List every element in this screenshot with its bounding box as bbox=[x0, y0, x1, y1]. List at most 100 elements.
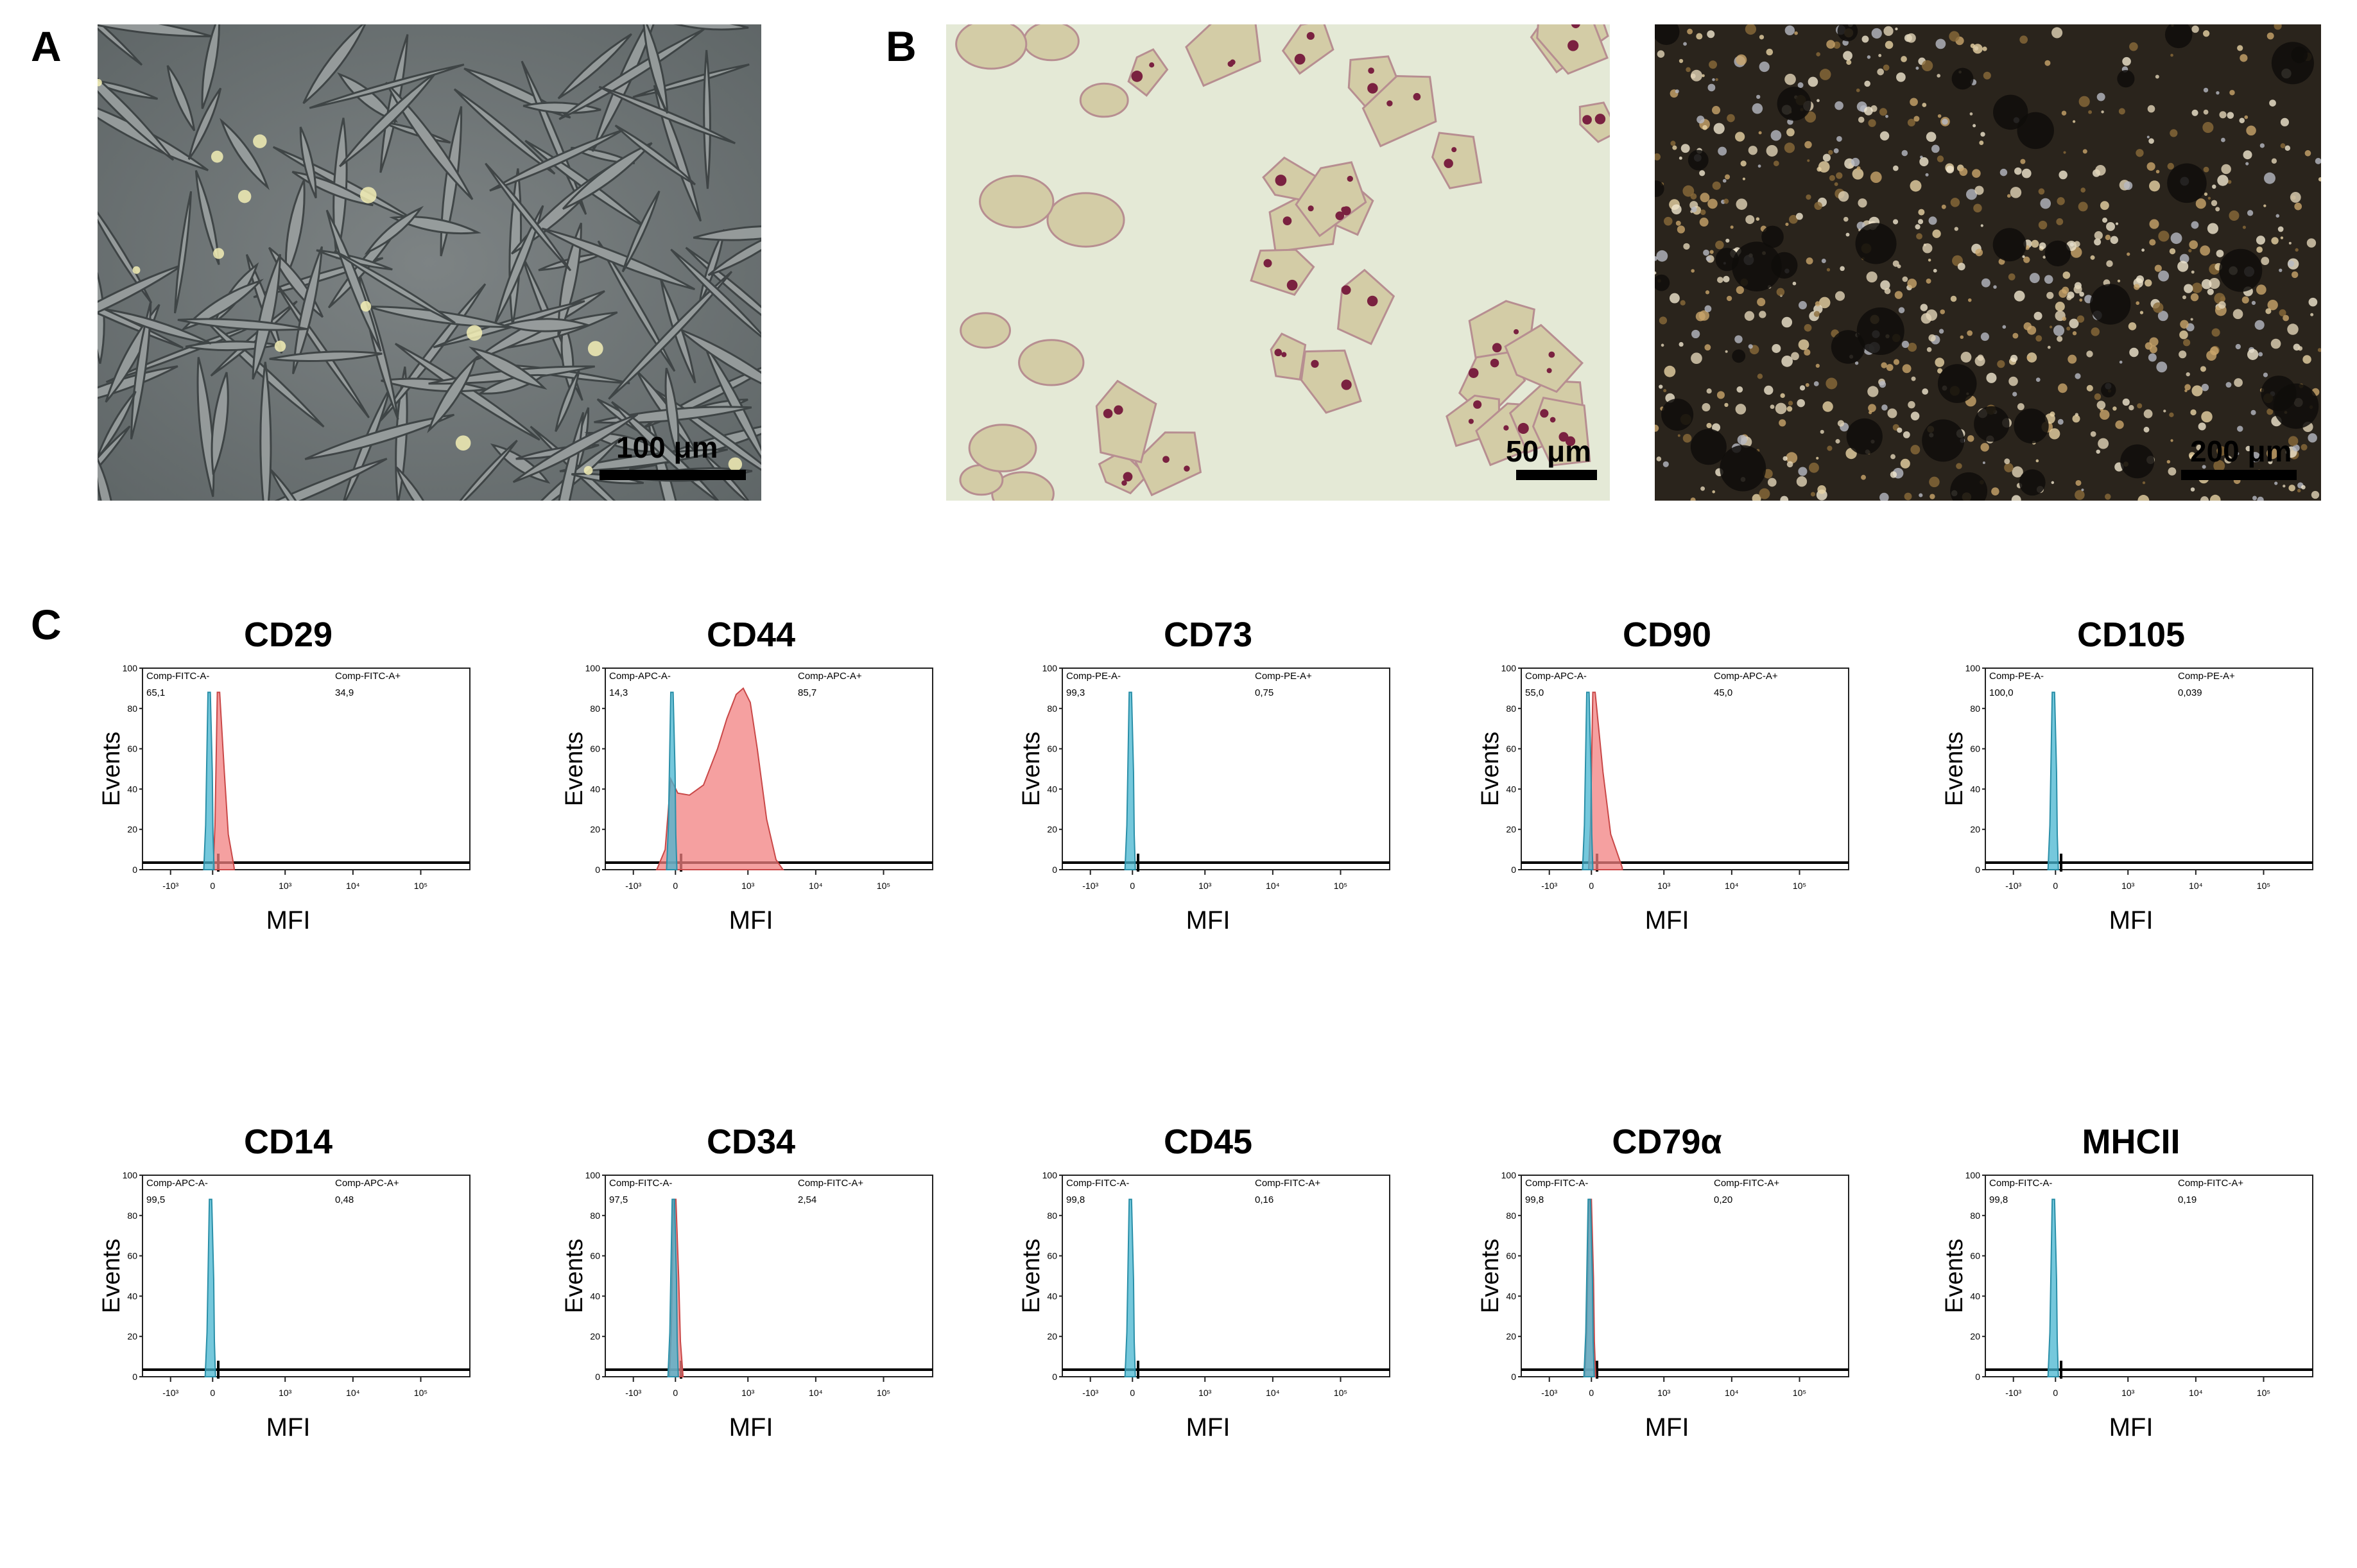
mineral-deposit bbox=[2057, 197, 2065, 205]
dark-nodule bbox=[1655, 274, 1670, 291]
cell-shape bbox=[653, 85, 702, 222]
x-axis-label: MFI bbox=[1186, 906, 1230, 935]
refractile-cell bbox=[455, 435, 471, 451]
mineral-deposit bbox=[2086, 350, 2093, 358]
mineral-deposit bbox=[1808, 462, 1819, 473]
x-tick-label: 10³ bbox=[741, 881, 755, 891]
mineral-deposit bbox=[2191, 385, 2203, 397]
histogram-series-0 bbox=[212, 691, 235, 870]
lipid-droplet bbox=[1263, 259, 1272, 268]
adipocyte-shape bbox=[1270, 332, 1307, 381]
mineral-deposit bbox=[1690, 497, 1696, 501]
gate-neg-value: 99,8 bbox=[1989, 1194, 2008, 1205]
mineral-deposit bbox=[2294, 202, 2302, 211]
mineral-deposit bbox=[2232, 309, 2243, 320]
mineral-deposit bbox=[2148, 138, 2154, 144]
y-axis-label: Events bbox=[1018, 1239, 1045, 1313]
mineral-deposit bbox=[1788, 401, 1793, 406]
lipid-droplet bbox=[1367, 295, 1378, 307]
mineral-deposit bbox=[1759, 311, 1766, 318]
mineral-deposit bbox=[2057, 383, 2068, 393]
chart-title: CD29 bbox=[244, 616, 332, 654]
cell-shape bbox=[98, 454, 116, 501]
mineral-deposit bbox=[2211, 184, 2216, 189]
mineral-deposit bbox=[1956, 463, 1962, 469]
mineral-deposit bbox=[2143, 426, 2150, 433]
mineral-deposit bbox=[1804, 323, 1812, 332]
mineral-deposit bbox=[1893, 359, 1900, 365]
mineral-deposit bbox=[1817, 99, 1820, 103]
mineral-deposit bbox=[2081, 488, 2084, 492]
x-tick-label: 10⁴ bbox=[1266, 881, 1280, 891]
mineral-deposit bbox=[2308, 433, 2317, 443]
mineral-deposit bbox=[2050, 411, 2055, 417]
cell-shape bbox=[512, 413, 639, 483]
micrograph-phase-contrast bbox=[98, 24, 761, 501]
mineral-deposit bbox=[2049, 325, 2053, 329]
mineral-deposit bbox=[1902, 276, 1908, 282]
mineral-deposit bbox=[2221, 164, 2231, 175]
mineral-deposit bbox=[2245, 162, 2249, 166]
lipid-droplet bbox=[1347, 175, 1353, 182]
mineral-deposit bbox=[2148, 353, 2157, 362]
mineral-deposit bbox=[2304, 150, 2311, 157]
mineral-deposit bbox=[2169, 248, 2176, 255]
cell-shape bbox=[269, 350, 383, 363]
mineral-deposit bbox=[1910, 445, 1921, 455]
mineral-deposit bbox=[2012, 332, 2019, 339]
lipid-droplet bbox=[1103, 408, 1113, 418]
mineral-deposit bbox=[1967, 330, 1973, 336]
x-tick-label: 10⁵ bbox=[1334, 881, 1347, 891]
dark-nodule bbox=[2271, 42, 2314, 85]
refractile-cell bbox=[360, 187, 377, 203]
mineral-deposit bbox=[1677, 225, 1686, 234]
mineral-deposit bbox=[2167, 162, 2175, 170]
y-tick-label: 60 bbox=[127, 1251, 137, 1261]
lipid-droplet bbox=[1311, 359, 1319, 368]
cell-shape bbox=[98, 96, 209, 171]
dark-nodule bbox=[2291, 46, 2308, 64]
mineral-deposit bbox=[1892, 260, 1899, 267]
mineral-deposit bbox=[1786, 128, 1795, 137]
mineral-deposit bbox=[1887, 408, 1897, 418]
cell-shape bbox=[304, 413, 455, 460]
mineral-deposit bbox=[2246, 125, 2256, 136]
x-tick-label: 10⁵ bbox=[877, 881, 890, 891]
chart-title: CD90 bbox=[1623, 616, 1711, 654]
x-tick-label: -10³ bbox=[162, 1388, 178, 1398]
mineral-deposit bbox=[1907, 279, 1917, 289]
x-tick-label: 10³ bbox=[2121, 881, 2135, 891]
mineral-deposit bbox=[2002, 325, 2007, 329]
histogram-series-0 bbox=[1587, 691, 1623, 870]
mineral-deposit bbox=[1864, 80, 1870, 87]
mineral-deposit bbox=[2090, 255, 2095, 260]
mineral-deposit bbox=[1792, 281, 1797, 286]
mineral-deposit bbox=[2096, 92, 2105, 101]
mineral-deposit bbox=[1908, 401, 1915, 409]
mineral-deposit bbox=[2053, 325, 2065, 336]
y-tick-label: 100 bbox=[1042, 1170, 1058, 1180]
plot-frame bbox=[605, 1175, 933, 1377]
mineral-deposit bbox=[1705, 256, 1711, 261]
mineral-deposit bbox=[2115, 420, 2124, 429]
mineral-deposit bbox=[1675, 89, 1679, 94]
mineral-deposit bbox=[2250, 452, 2261, 463]
mineral-deposit bbox=[2234, 378, 2243, 387]
mineral-deposit bbox=[1695, 311, 1705, 322]
mineral-deposit bbox=[1915, 66, 1919, 70]
mineral-deposit bbox=[1799, 385, 1806, 391]
mineral-deposit bbox=[2225, 382, 2232, 388]
mineral-deposit bbox=[1712, 78, 1715, 82]
mineral-deposit bbox=[2257, 496, 2264, 501]
mineral-deposit bbox=[1689, 201, 1698, 210]
mineral-deposit bbox=[1883, 26, 1894, 36]
mineral-deposit bbox=[1786, 406, 1793, 412]
mineral-deposit bbox=[2280, 117, 2290, 126]
lipid-droplet bbox=[1492, 343, 1502, 353]
scale-bar-b1 bbox=[1516, 470, 1597, 480]
mineral-deposit bbox=[1918, 209, 1925, 216]
mineral-deposit bbox=[1752, 494, 1761, 501]
mineral-deposit bbox=[2203, 87, 2209, 93]
mineral-deposit bbox=[1901, 340, 1910, 349]
cell-shape bbox=[385, 82, 474, 200]
